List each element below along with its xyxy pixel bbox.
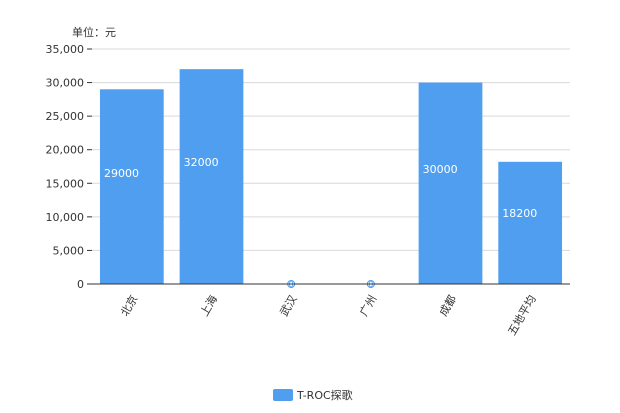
legend-swatch: [273, 389, 293, 401]
x-axis-ticks: 北京 上海 武汉 广州 成都 五地平均: [117, 293, 538, 338]
x-tick-label: 五地平均: [506, 293, 539, 338]
y-tick-label: 35,000: [46, 43, 85, 56]
y-axis-ticks: 0 5,000 10,000 15,000 20,000 25,000 30,000 35,0…: [46, 43, 92, 291]
x-tick-label: 上海: [197, 293, 220, 319]
bar-value-label: 29000: [104, 167, 139, 180]
y-tick-label: 30,000: [46, 77, 85, 90]
legend[interactable]: T-ROC探歌: [273, 388, 353, 402]
legend-label: T-ROC探歌: [296, 388, 353, 402]
y-tick-label: 0: [77, 278, 84, 291]
grid-lines: [92, 48, 570, 251]
x-tick-label: 成都: [437, 293, 459, 319]
bars: 2900032000003000018200: [99, 69, 563, 289]
bar[interactable]: [498, 161, 563, 284]
bar-value-label: 30000: [423, 163, 458, 176]
unit-label: 单位：元: [72, 25, 116, 39]
y-tick-label: 15,000: [46, 177, 85, 190]
bar[interactable]: [418, 82, 483, 284]
x-tick-label: 广州: [357, 293, 379, 319]
bar[interactable]: [179, 69, 244, 285]
y-tick-label: 10,000: [46, 211, 85, 224]
bar[interactable]: [99, 89, 164, 285]
bar-value-label: 18200: [502, 207, 537, 220]
y-tick-label: 5,000: [53, 244, 85, 257]
bar-value-label: 32000: [184, 156, 219, 169]
y-tick-label: 20,000: [46, 144, 85, 157]
y-tick-label: 25,000: [46, 110, 85, 123]
x-tick-label: 武汉: [278, 293, 300, 319]
x-tick-label: 北京: [117, 293, 140, 319]
